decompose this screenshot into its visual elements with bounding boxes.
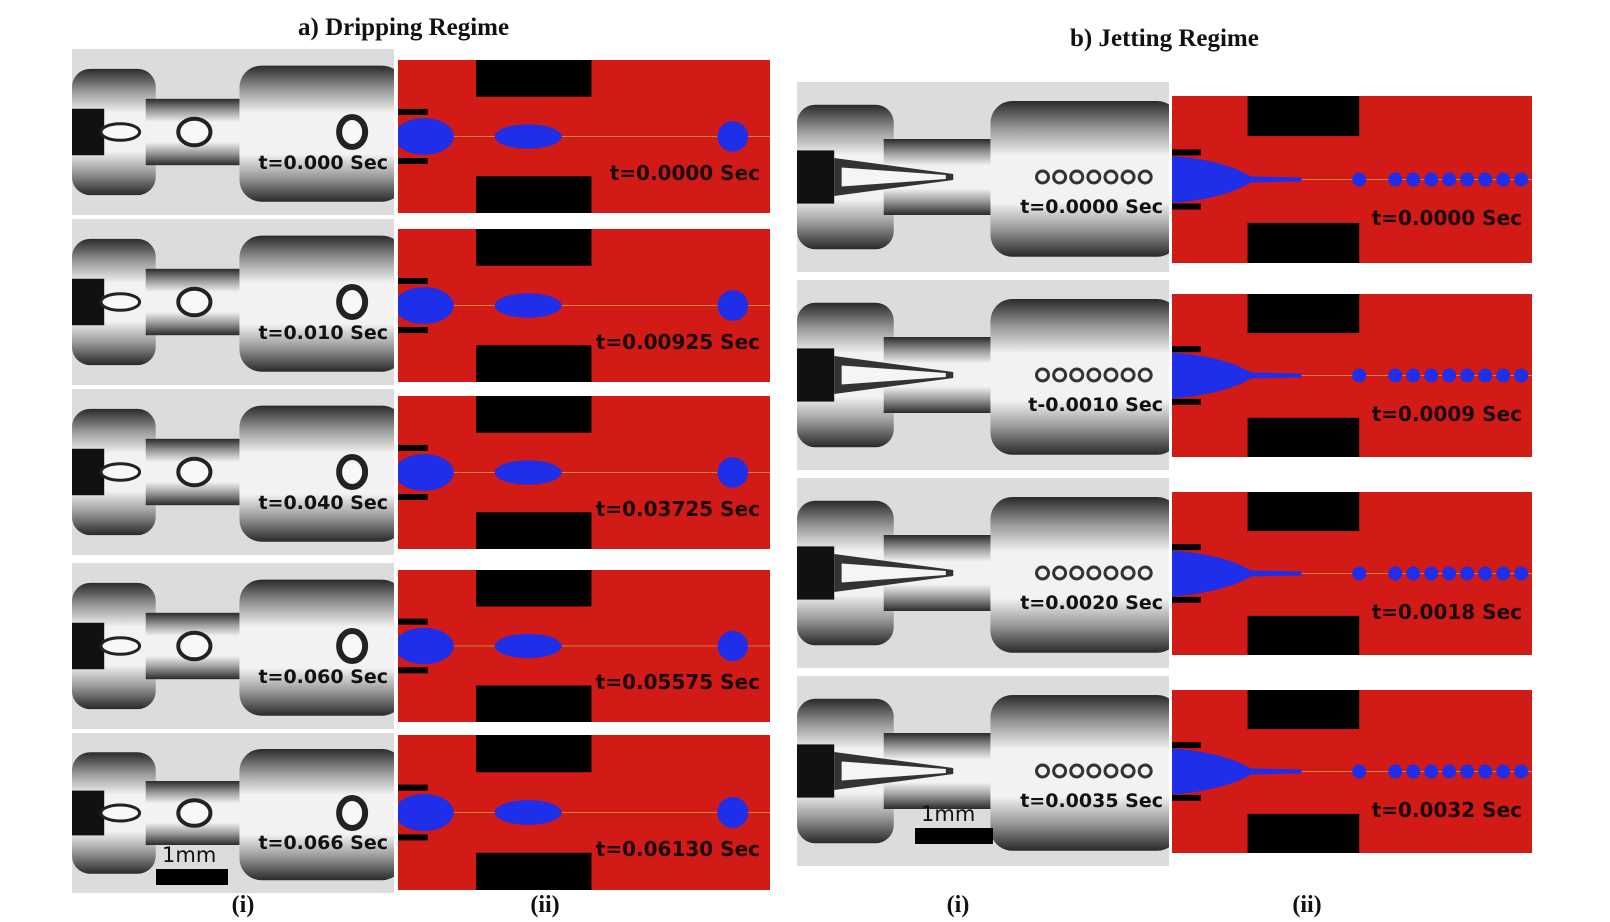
simulation-timestamp: t=0.05575 Sec (595, 670, 760, 695)
experiment-timestamp: t=0.000 Sec (258, 151, 388, 174)
simulation-timestamp: t=0.0000 Sec (609, 160, 760, 185)
simulation-illustration (398, 570, 770, 722)
scale-bar-label: 1mm (162, 843, 217, 867)
experimental-frame: t-0.0010 Sec (797, 280, 1169, 470)
micrograph-illustration (72, 733, 394, 893)
panel-a-col-label-i: (i) (231, 892, 255, 918)
simulation-frame: t=0.0000 Sec (1172, 96, 1532, 263)
micrograph-illustration (797, 280, 1169, 470)
simulation-frame: t=0.0018 Sec (1172, 492, 1532, 655)
simulation-illustration (398, 396, 770, 549)
simulation-illustration (398, 60, 770, 213)
experiment-timestamp: t-0.0010 Sec (1028, 394, 1163, 416)
micrograph-illustration (72, 389, 394, 555)
simulation-timestamp: t=0.03725 Sec (595, 496, 760, 521)
experimental-frame: t=0.060 Sec (72, 563, 394, 729)
micrograph-illustration (72, 563, 394, 729)
micrograph-illustration (72, 49, 394, 215)
panel-b-title: b) Jetting Regime (1070, 25, 1259, 52)
experimental-frame: t=0.000 Sec (72, 49, 394, 215)
simulation-timestamp: t=0.00925 Sec (595, 329, 760, 354)
scale-bar (156, 869, 228, 885)
simulation-timestamp: t=0.0018 Sec (1371, 599, 1522, 624)
experiment-timestamp: t=0.0000 Sec (1020, 196, 1163, 218)
panel-b-col-label-i: (i) (946, 892, 970, 918)
experiment-timestamp: t=0.0020 Sec (1020, 592, 1163, 614)
simulation-frame: t=0.03725 Sec (398, 396, 770, 549)
experiment-timestamp: t=0.040 Sec (258, 491, 388, 514)
simulation-frame: t=0.0009 Sec (1172, 294, 1532, 457)
experiment-timestamp: t=0.066 Sec (258, 832, 388, 855)
simulation-timestamp: t=0.0009 Sec (1371, 401, 1522, 426)
simulation-timestamp: t=0.06130 Sec (595, 837, 760, 862)
experimental-frame: t=0.010 Sec (72, 219, 394, 385)
micrograph-illustration (72, 219, 394, 385)
simulation-frame: t=0.0032 Sec (1172, 690, 1532, 853)
micrograph-illustration (797, 478, 1169, 668)
simulation-timestamp: t=0.0032 Sec (1371, 797, 1522, 822)
micrograph-illustration (797, 82, 1169, 272)
simulation-timestamp: t=0.0000 Sec (1371, 206, 1522, 231)
simulation-illustration (398, 735, 770, 890)
experimental-frame: t=0.0020 Sec (797, 478, 1169, 668)
experiment-timestamp: t=0.060 Sec (258, 665, 388, 688)
scale-bar-label: 1mm (921, 802, 976, 826)
experimental-frame: t=0.040 Sec (72, 389, 394, 555)
panel-a-title: a) Dripping Regime (298, 14, 510, 41)
simulation-frame: t=0.05575 Sec (398, 570, 770, 722)
simulation-frame: t=0.06130 Sec (398, 735, 770, 890)
experimental-frame: t=0.0000 Sec (797, 82, 1169, 272)
simulation-illustration (1172, 96, 1532, 263)
scale-bar (915, 828, 993, 844)
simulation-frame: t=0.0000 Sec (398, 60, 770, 213)
experimental-frame: t=0.066 Sec (72, 733, 394, 893)
simulation-illustration (1172, 492, 1532, 655)
simulation-frame: t=0.00925 Sec (398, 229, 770, 382)
simulation-illustration (1172, 294, 1532, 457)
simulation-illustration (1172, 690, 1532, 853)
panel-a-col-label-ii: (ii) (530, 892, 560, 918)
simulation-illustration (398, 229, 770, 382)
experiment-timestamp: t=0.0035 Sec (1020, 790, 1163, 812)
panel-b-col-label-ii: (ii) (1292, 892, 1322, 918)
experiment-timestamp: t=0.010 Sec (258, 321, 388, 344)
